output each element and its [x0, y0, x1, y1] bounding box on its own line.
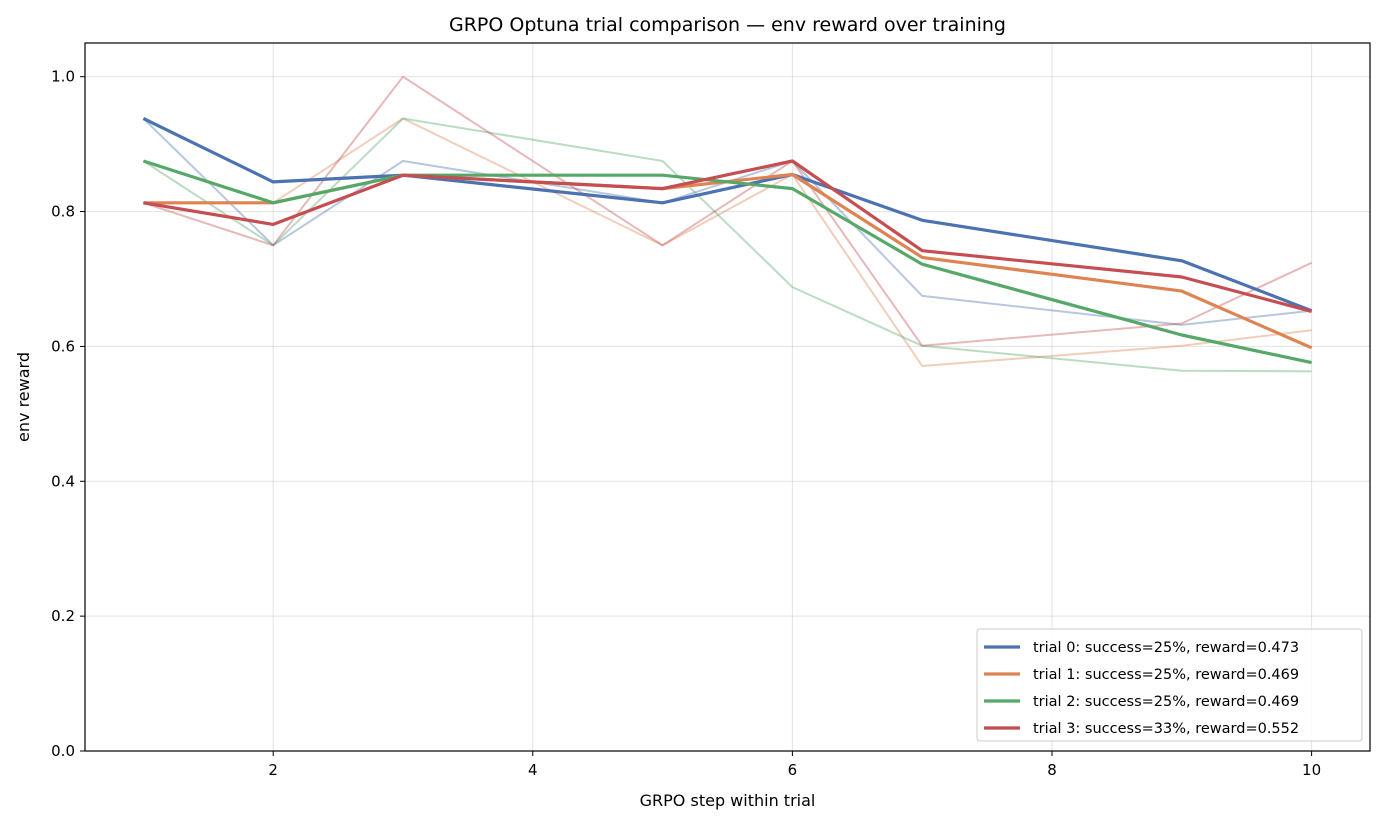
x-tick-label: 8	[1047, 761, 1057, 779]
y-axis-label: env reward	[14, 352, 33, 442]
plot-frame	[84, 42, 1371, 752]
y-tick-label: 1.0	[51, 68, 75, 86]
y-tick-label: 0.6	[51, 337, 75, 355]
smoothed-series-line	[142, 159, 1312, 365]
x-axis-label: GRPO step within trial	[640, 791, 816, 810]
y-tick-label: 0.0	[51, 742, 75, 760]
axis-ticks: 2 4 6 8 10 0.0 0.2 0.4 0.6 0.8 1.0	[51, 68, 1321, 779]
y-tick-label: 0.2	[51, 607, 75, 625]
raw-series-line	[143, 117, 1312, 367]
chart-title: GRPO Optuna trial comparison — env rewar…	[449, 14, 1006, 36]
legend-entry-label: trial 0: success=25%, reward=0.473	[1033, 640, 1299, 656]
legend-box	[976, 628, 1363, 742]
x-tick-label: 6	[788, 761, 798, 779]
smoothed-series-lines	[142, 117, 1313, 365]
smoothed-series-line	[142, 117, 1313, 313]
legend: trial 0: success=25%, reward=0.473 trial …	[976, 628, 1363, 742]
y-tick-label: 0.4	[51, 472, 75, 490]
legend-entry-label: trial 1: success=25%, reward=0.469	[1033, 667, 1299, 683]
y-tick-label: 0.8	[51, 203, 75, 221]
raw-series-line	[142, 117, 1312, 373]
legend-entry-label: trial 2: success=25%, reward=0.469	[1033, 694, 1299, 710]
smoothed-series-line	[143, 159, 1313, 313]
legend-entry-label: trial 3: success=33%, reward=0.552	[1033, 721, 1299, 737]
x-tick-label: 10	[1302, 761, 1321, 779]
x-tick-label: 2	[268, 761, 278, 779]
x-tick-label: 4	[528, 761, 538, 779]
